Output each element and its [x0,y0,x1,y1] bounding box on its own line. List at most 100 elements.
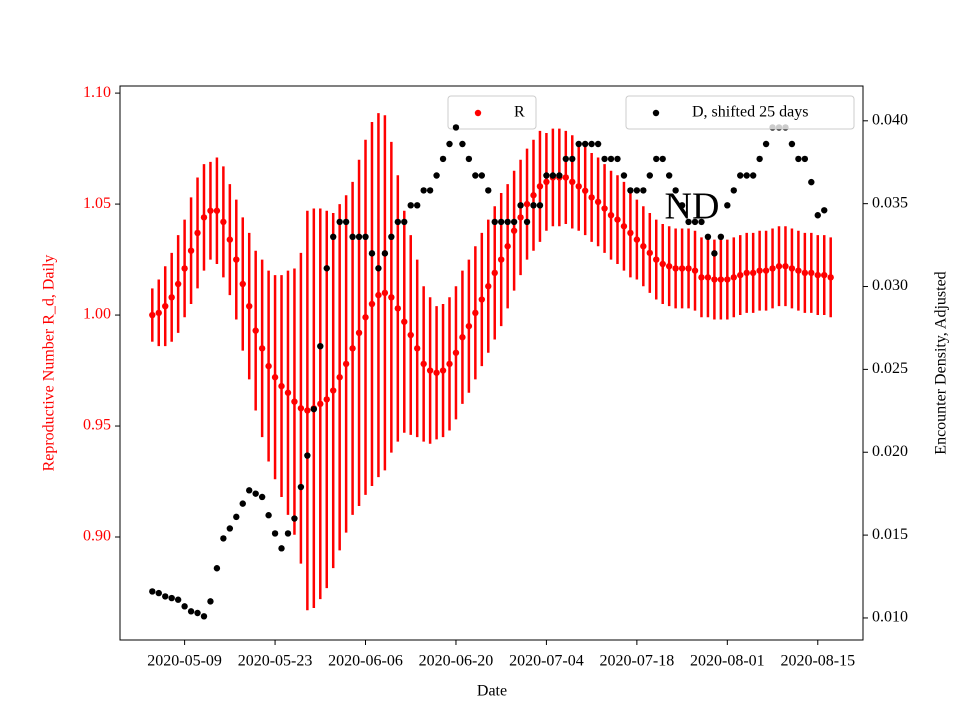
data-point [762,140,770,148]
data-point [200,613,208,620]
x-tick-label: 2020-07-18 [600,653,675,670]
y2-tick-label: 0.015 [872,526,908,543]
data-point [181,265,188,272]
data-point [187,608,195,615]
data-point [368,250,376,257]
data-point [678,265,686,272]
data-point [614,155,621,163]
data-point [342,218,350,226]
data-point [730,274,737,281]
data-point [213,565,221,572]
data-point [162,302,169,310]
data-point [724,276,731,283]
data-point [426,187,434,194]
legend-box [447,95,537,130]
data-point [543,172,550,179]
data-point [381,289,389,297]
data-point [420,187,427,194]
data-point [446,140,453,148]
data-point [420,360,427,368]
data-point [653,256,660,263]
data-point [672,187,679,194]
data-point [414,202,421,209]
data-point [607,155,615,163]
data-point [581,140,589,148]
data-point [749,269,757,277]
data-point [756,267,763,274]
data-point [543,178,550,186]
data-point [271,374,279,381]
data-point [336,374,343,381]
data-point [426,367,434,374]
data-point [433,369,440,376]
x-tick-label: 2020-08-15 [780,653,855,670]
data-point [788,140,796,148]
data-point [239,500,246,507]
data-point [536,202,544,209]
y2-tick-label: 0.010 [872,609,908,626]
y-tick-label: 0.90 [83,528,111,545]
data-point [749,172,757,179]
data-point [407,202,414,209]
data-point [472,172,479,179]
data-point [711,250,718,257]
data-point [698,218,705,226]
data-point [149,311,156,319]
data-point [691,267,699,274]
data-point [194,609,201,617]
data-point [685,265,692,272]
x-tick-label: 2020-06-06 [328,653,403,670]
data-point [452,124,460,131]
data-point [769,265,776,272]
data-point [220,535,227,542]
data-point [549,172,557,179]
data-point [717,233,725,241]
data-point [665,263,673,270]
data-point [737,172,744,179]
data-point [698,274,705,281]
data-point [291,398,298,405]
data-point [310,405,318,413]
data-point [601,155,608,163]
data-point [627,187,634,194]
data-point [162,593,169,600]
data-point [394,305,402,312]
data-point [782,263,789,270]
data-point [478,172,486,179]
x-tick-label: 2020-07-04 [509,653,584,670]
data-point [394,218,402,226]
y2-tick-label: 0.035 [872,194,908,211]
data-point [646,249,653,257]
data-point [691,218,699,226]
data-point [401,218,408,226]
data-point [627,229,634,237]
data-point [155,309,162,317]
data-point [362,314,369,321]
data-point [271,530,279,537]
data-point [200,214,208,221]
data-point [375,291,382,299]
data-point [640,243,647,250]
data-point [704,233,712,241]
data-point [252,327,259,334]
data-point [724,202,731,209]
x-tick-label: 2020-05-23 [238,653,313,670]
data-point [355,329,363,337]
data-point [362,233,369,241]
data-point [743,172,750,179]
data-point [685,218,692,226]
data-point [297,483,305,491]
data-point [704,274,712,281]
data-point [588,140,595,148]
data-point [659,260,666,268]
data-point [730,187,737,194]
data-point [607,211,615,219]
data-point [168,294,175,301]
data-point [213,207,221,214]
data-point [258,345,266,352]
data-point [737,271,744,279]
data-point [452,349,460,356]
legend-label: R [514,104,525,121]
data-point [659,155,666,163]
data-point [388,233,395,241]
